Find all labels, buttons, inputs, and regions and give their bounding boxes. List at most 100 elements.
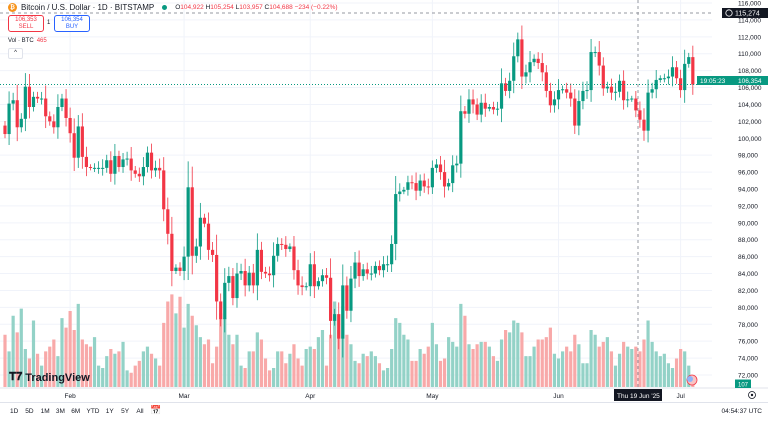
- range-button-6m[interactable]: 6M: [71, 408, 81, 415]
- candle: [483, 93, 487, 117]
- candle-body: [361, 269, 365, 277]
- candle-body: [349, 278, 353, 311]
- range-button-1m[interactable]: 1M: [40, 408, 50, 415]
- volume-bar: [129, 372, 133, 387]
- range-button-5y[interactable]: 5Y: [121, 408, 130, 415]
- candle: [153, 160, 158, 177]
- volume-bar: [288, 353, 292, 387]
- market-status-icon[interactable]: [162, 5, 168, 10]
- candle: [304, 282, 308, 291]
- candle: [626, 91, 630, 108]
- range-button-3m[interactable]: 3M: [55, 408, 65, 415]
- settings-icon[interactable]: [748, 391, 756, 399]
- date-range-calendar-icon[interactable]: 📅: [150, 405, 162, 415]
- candle-body: [422, 180, 426, 187]
- candle: [369, 265, 373, 281]
- candle-body: [646, 92, 650, 131]
- volume-bar: [532, 346, 536, 387]
- candle-body: [365, 269, 369, 274]
- collapse-legend-button[interactable]: ^: [8, 48, 23, 59]
- candle: [373, 261, 377, 278]
- candle-body: [479, 102, 483, 115]
- clock[interactable]: 04:54:37 UTC: [721, 408, 762, 415]
- candle-body: [235, 273, 239, 299]
- volume-bar: [377, 363, 382, 387]
- candle-body: [577, 101, 581, 126]
- range-button-ytd[interactable]: YTD: [86, 408, 100, 415]
- volume-bar: [97, 365, 101, 387]
- volume-bar: [544, 337, 548, 387]
- volume-bar: [658, 356, 662, 387]
- volume-bar: [162, 322, 166, 387]
- volume-bar: [68, 311, 72, 387]
- volume-bar: [455, 346, 459, 387]
- candle: [670, 56, 675, 87]
- candle: [178, 262, 182, 276]
- candle: [31, 91, 36, 112]
- candle: [357, 250, 361, 287]
- candle-body: [15, 100, 19, 128]
- candle: [532, 54, 536, 67]
- range-button-1y[interactable]: 1Y: [105, 408, 114, 415]
- time-axis[interactable]: Feb Mar Apr May Jun Jul: [65, 393, 686, 400]
- range-button-5d[interactable]: 5D: [25, 408, 34, 415]
- price-tick: 92,000: [738, 203, 758, 210]
- candle: [133, 166, 137, 178]
- volume-bar: [276, 351, 280, 387]
- candle: [198, 202, 202, 260]
- candle: [687, 52, 691, 68]
- range-button-1d[interactable]: 1D: [10, 408, 19, 415]
- sell-button[interactable]: 106,353 SELL: [8, 15, 44, 32]
- candle-body: [316, 281, 320, 287]
- candle-body: [540, 63, 544, 73]
- volume-bar: [80, 339, 84, 387]
- candle: [308, 253, 312, 297]
- candle-body: [170, 233, 174, 272]
- candle-body: [438, 164, 443, 173]
- volume-legend[interactable]: Vol · BTC 465: [8, 38, 47, 44]
- volume-bar: [451, 341, 455, 387]
- price-tick: 116,000: [738, 1, 761, 8]
- candle: [345, 276, 349, 319]
- volume-bar: [556, 358, 561, 387]
- symbol-header[interactable]: ₿ Bitcoin / U.S. Dollar · 1D · BITSTAMP …: [8, 3, 338, 12]
- candle-body: [251, 272, 255, 286]
- candle: [385, 255, 390, 273]
- crosshair-date-label: Thu 19 Jun '25: [614, 389, 662, 401]
- price-axis[interactable]: 116,000 114,000 112,000 110,000 108,000 106,0…: [738, 1, 762, 380]
- candle-body: [410, 182, 414, 184]
- volume-bar: [581, 363, 585, 387]
- candle-body: [320, 275, 325, 282]
- candle-body: [455, 163, 459, 166]
- buy-button[interactable]: 106,354 BUY: [54, 15, 90, 32]
- volume-bar: [31, 320, 36, 387]
- candle-body: [292, 246, 296, 271]
- volume-bar: [573, 334, 577, 387]
- candle-body: [532, 58, 536, 63]
- candle-body: [495, 108, 500, 110]
- volume-bar: [210, 363, 215, 387]
- candle-body: [504, 83, 508, 91]
- candle-body: [186, 187, 190, 257]
- candle: [206, 212, 211, 260]
- volume-bar: [479, 341, 483, 387]
- candle-body: [27, 86, 32, 107]
- candle-body: [239, 271, 243, 274]
- candle-body: [381, 264, 386, 271]
- add-alert-icon[interactable]: [725, 9, 733, 17]
- volume-bar: [215, 346, 219, 387]
- candle: [691, 45, 695, 95]
- candle-body: [276, 243, 280, 256]
- candle: [341, 264, 345, 358]
- candle: [467, 89, 471, 123]
- volume-bar: [536, 339, 540, 387]
- price-chart[interactable]: 116,000 114,000 112,000 110,000 108,000 106,0…: [0, 0, 768, 402]
- candle-body: [337, 314, 341, 339]
- range-button-all[interactable]: All: [136, 408, 144, 415]
- candle: [560, 85, 565, 94]
- events-icon[interactable]: [686, 374, 698, 386]
- candle-body: [35, 96, 40, 99]
- candle: [88, 164, 93, 171]
- volume-bar: [88, 346, 93, 387]
- tradingview-logo[interactable]: 𝐓𝟕 TradingView: [9, 371, 90, 384]
